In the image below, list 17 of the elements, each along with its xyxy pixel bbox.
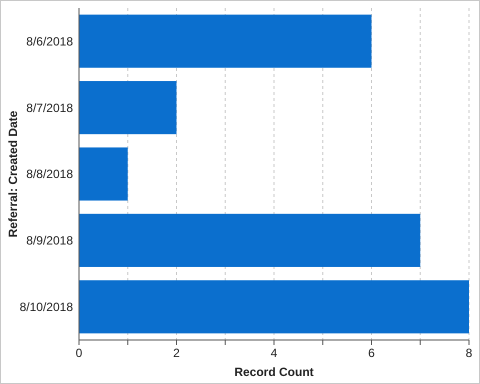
y-tick-label: 8/8/2018 — [26, 167, 74, 182]
x-axis-title: Record Count — [234, 365, 314, 379]
bar — [79, 14, 372, 68]
x-tick-label: 0 — [76, 346, 83, 360]
bar — [79, 81, 176, 134]
y-tick-label: 8/7/2018 — [26, 100, 74, 115]
x-tick-label: 2 — [173, 346, 180, 360]
bar — [79, 147, 128, 201]
x-tick-label: 8 — [466, 346, 473, 360]
y-tick-label: 8/6/2018 — [26, 34, 74, 48]
x-tick-label: 6 — [368, 346, 376, 360]
y-tick-label: 8/10/2018 — [20, 300, 74, 314]
bar — [79, 280, 469, 334]
y-axis-title: Referral: Created Date — [6, 110, 20, 238]
y-tick-label: 8/9/2018 — [26, 234, 74, 248]
x-tick-label: 4 — [270, 346, 278, 360]
bar — [79, 214, 420, 267]
